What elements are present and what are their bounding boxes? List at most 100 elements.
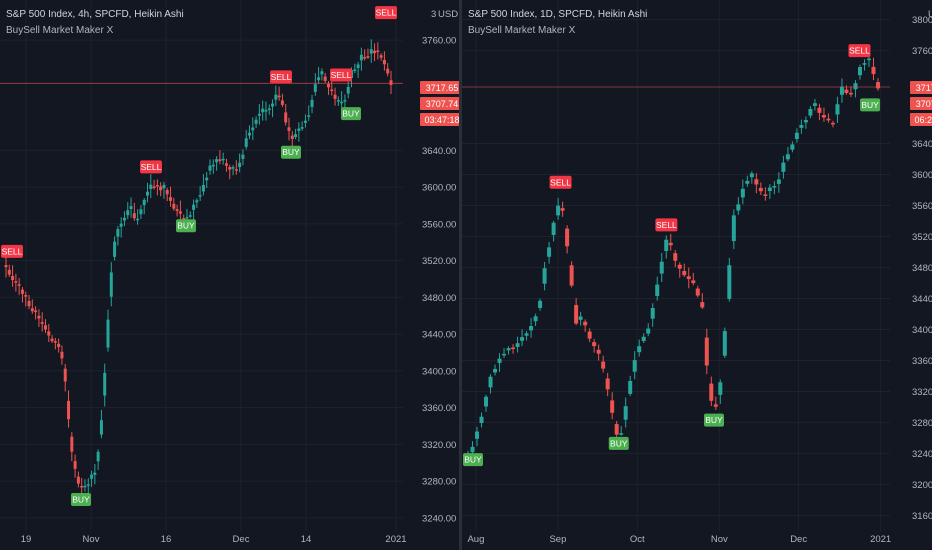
- candle-body: [695, 288, 700, 296]
- chart-pane-4h[interactable]: SELL SELL BUY SELL BUY SELL BUY SELL BUY 3760.00 3…: [0, 0, 460, 550]
- candle-body: [682, 270, 687, 276]
- sell-signal[interactable]: SELL: [270, 70, 292, 84]
- currency-prefix: 3: [431, 9, 436, 20]
- candle: [637, 339, 642, 357]
- time-tick-label: Dec: [790, 534, 807, 545]
- pane-divider[interactable]: [459, 0, 462, 550]
- candle: [24, 291, 28, 307]
- candle-body: [560, 208, 565, 211]
- candle-body: [159, 186, 163, 191]
- candle: [63, 363, 67, 392]
- currency-label[interactable]: USD: [438, 9, 458, 20]
- price-tag: 3707.74: [420, 97, 460, 110]
- candle-body: [871, 66, 876, 75]
- sell-signal[interactable]: SELL: [330, 68, 352, 82]
- candle-body: [727, 265, 732, 299]
- candle: [790, 141, 795, 153]
- buy-signal[interactable]: BUY: [71, 492, 91, 506]
- candle-body: [776, 179, 781, 184]
- candle-body: [73, 461, 77, 469]
- price-tick-label: 3480.00: [912, 263, 932, 274]
- candle-body: [614, 424, 619, 435]
- candle-body: [745, 180, 750, 184]
- candle: [785, 146, 790, 162]
- candle-body: [198, 195, 202, 197]
- candle-body: [221, 158, 225, 161]
- price-axis[interactable]: 3800.00 3760.00 3640.00 3600.00 3560.00 3520.…: [912, 9, 932, 522]
- price-tick-label: 3440.00: [422, 330, 456, 341]
- candle-body: [284, 112, 288, 123]
- candle-body: [785, 154, 790, 160]
- price-axis[interactable]: 3760.00 3640.00 3600.00 3560.00 3520.00 3480.…: [422, 9, 458, 524]
- price-tick-label: 3400.00: [912, 325, 932, 336]
- currency-label[interactable]: USD: [928, 9, 932, 20]
- candle: [709, 376, 714, 407]
- time-axis[interactable]: 19 Nov 16 Dec 14 2021: [21, 534, 407, 545]
- candle: [34, 306, 38, 320]
- price-tick-label: 3160.00: [912, 511, 932, 522]
- candle: [569, 261, 574, 288]
- candle: [763, 187, 768, 201]
- buy-signal[interactable]: BUY: [281, 145, 301, 159]
- candle-body: [290, 135, 294, 139]
- sell-signal[interactable]: SELL: [140, 160, 162, 174]
- sell-signal[interactable]: SELL: [848, 44, 871, 58]
- candle-body: [376, 50, 380, 53]
- candle-body: [271, 103, 275, 107]
- candle-body: [547, 247, 552, 257]
- buy-signal[interactable]: BUY: [704, 413, 724, 427]
- sell-signal[interactable]: SELL: [549, 175, 572, 189]
- candle: [389, 70, 393, 94]
- candle: [808, 106, 813, 119]
- sell-signal[interactable]: SELL: [1, 244, 23, 258]
- candle-body: [556, 205, 561, 216]
- candle: [106, 309, 110, 352]
- candle-body: [862, 63, 867, 65]
- candle: [382, 51, 386, 71]
- candle-body: [343, 100, 347, 102]
- time-tick-label: 19: [21, 534, 32, 545]
- sell-signal[interactable]: SELL: [375, 6, 397, 20]
- candle: [201, 174, 205, 196]
- candle: [781, 155, 786, 179]
- time-axis[interactable]: Aug Sep Oct Nov Dec 2021: [467, 534, 891, 545]
- candle-body: [511, 347, 516, 350]
- candle-body: [610, 400, 615, 413]
- buy-signal[interactable]: BUY: [341, 107, 361, 121]
- signal-label: BUY: [72, 494, 90, 504]
- candle: [178, 200, 182, 222]
- chart-title: S&P 500 Index, 1D, SPCFD, Heikin Ashi: [468, 9, 648, 20]
- candle: [722, 327, 727, 358]
- candle-body: [389, 80, 393, 85]
- candle: [320, 68, 324, 81]
- candle: [565, 225, 570, 254]
- chart-canvas-4h[interactable]: SELL SELL BUY SELL BUY SELL BUY SELL BUY 3760.003…: [0, 0, 460, 550]
- candle: [313, 73, 317, 96]
- buy-signal[interactable]: BUY: [608, 436, 629, 450]
- buy-signal[interactable]: BUY: [463, 453, 483, 467]
- buy-signal[interactable]: BUY: [860, 98, 881, 112]
- candle-body: [386, 68, 390, 74]
- candle-body: [673, 253, 678, 261]
- candle-body: [277, 95, 281, 98]
- candle-body: [248, 132, 252, 136]
- chart-pane-1d[interactable]: BUY SELL BUY SELL BUY SELL BUY 3800.00 3760.00 36…: [462, 0, 932, 550]
- candle-body: [333, 94, 337, 100]
- candle-body: [592, 342, 597, 347]
- signal-box: [270, 70, 292, 84]
- price-tag-label: 3707.74: [916, 99, 932, 109]
- candle-body: [565, 228, 570, 247]
- candle-body: [116, 229, 120, 237]
- candle-body: [664, 239, 669, 252]
- indicator-label[interactable]: BuySell Market Maker X: [468, 25, 576, 36]
- price-tick-label: 3280.00: [912, 418, 932, 429]
- candle: [673, 250, 678, 268]
- buy-signal[interactable]: BUY: [176, 219, 196, 233]
- sell-signal[interactable]: SELL: [655, 218, 678, 232]
- candle: [50, 335, 54, 344]
- candle: [254, 116, 258, 128]
- candle-body: [340, 101, 344, 104]
- indicator-label[interactable]: BuySell Market Maker X: [6, 25, 114, 36]
- chart-canvas-1d[interactable]: BUY SELL BUY SELL BUY SELL BUY 3800.00 3760.00 36…: [462, 0, 932, 550]
- candle: [363, 49, 367, 61]
